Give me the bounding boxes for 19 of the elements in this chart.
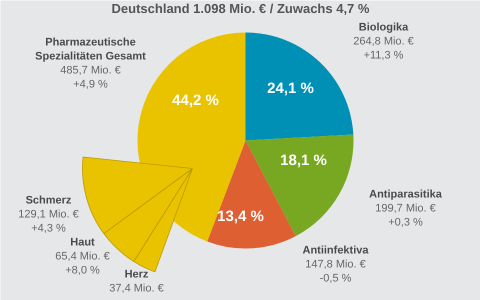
slice-label: Herz xyxy=(124,268,149,280)
text: 13,4 % xyxy=(217,208,264,225)
slice-label: Biologika xyxy=(358,22,410,34)
data-label: 65,4 Mio. € +8,0 % xyxy=(55,250,110,276)
slice-label: Haut xyxy=(70,236,96,248)
data-label: 264,8 Mio. € +11,3 % xyxy=(353,36,414,62)
slice-label: Schmerz xyxy=(26,194,72,206)
slice-label: Antiinfektiva xyxy=(302,244,370,256)
data-label: 199,7 Mio. € +0,3 % xyxy=(375,202,436,228)
data-label: 129,1 Mio. € +4,3 % xyxy=(18,208,79,234)
text: 24,1 % xyxy=(267,80,314,97)
slice-label: Pharmazeutische Spezialitäten Gesamt xyxy=(35,36,146,62)
slice-label: Antiparasitika xyxy=(369,188,443,200)
data-label: 485,7 Mio. € +4,9 % xyxy=(60,64,121,90)
text: 18,1 % xyxy=(280,152,327,169)
chart-title: Deutschland 1.098 Mio. € / Zuwachs 4,7 % xyxy=(112,1,370,16)
text: 44,2 % xyxy=(172,92,219,109)
data-label: 147,8 Mio. € -0,5 % xyxy=(305,258,366,284)
data-label: 37,4 Mio. € xyxy=(109,282,164,294)
